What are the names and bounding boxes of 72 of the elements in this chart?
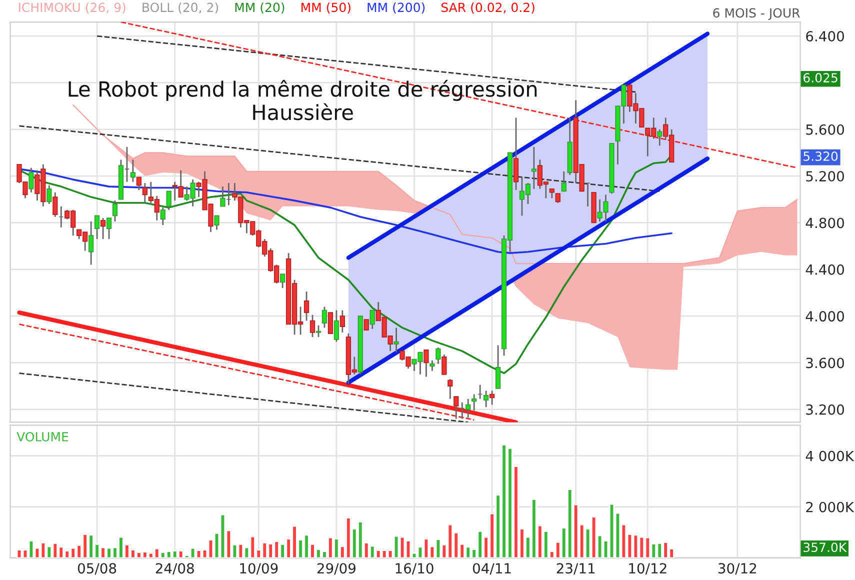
candlestick xyxy=(52,192,58,218)
candlestick xyxy=(370,310,375,330)
x-tick-label: 04/11 xyxy=(472,563,511,575)
candlestick xyxy=(394,327,399,353)
y-tick-label: 5.200 xyxy=(806,171,844,182)
text: 357.0K xyxy=(804,542,847,552)
candlestick xyxy=(549,188,554,199)
candlestick xyxy=(28,167,34,194)
candlestick xyxy=(513,117,519,191)
y-tick-label: 6.400 xyxy=(806,31,844,42)
candlestick xyxy=(424,349,429,378)
x-tick-label: 23/11 xyxy=(556,563,595,575)
candlestick xyxy=(555,192,560,204)
legend-label: MM (50) xyxy=(302,2,350,14)
candlestick xyxy=(160,206,166,226)
text: MM (200) xyxy=(368,2,425,14)
candlestick xyxy=(657,128,662,146)
y-tick-label: 4.800 xyxy=(806,218,844,228)
candlestick xyxy=(531,146,537,190)
legend-label: BOLL (20, 2) xyxy=(142,2,218,14)
candlestick xyxy=(88,220,94,266)
y-tick-label: 3.200 xyxy=(806,404,844,415)
x-tick-label: 29/09 xyxy=(317,563,356,575)
candlestick xyxy=(495,344,501,390)
text: MM (20) xyxy=(235,2,284,14)
candlestick xyxy=(340,310,345,334)
x-tick-label: 10/12 xyxy=(629,563,666,575)
y-tick-label: 3.600 xyxy=(806,358,844,368)
candlestick xyxy=(489,390,495,406)
candlestick xyxy=(316,324,322,338)
candlestick xyxy=(280,273,286,289)
y-tick-label: 4 000K xyxy=(806,450,854,462)
candlestick xyxy=(130,159,136,183)
candlestick xyxy=(142,182,148,204)
candlestick xyxy=(100,217,106,240)
candlestick xyxy=(442,354,447,376)
x-tick-label: 30/12 xyxy=(718,563,756,575)
x-tick-label: 10/09 xyxy=(240,563,278,575)
y-tick-label: 4.000 xyxy=(806,311,844,322)
chart-subtitle: 6 MOIS - JOUR xyxy=(713,8,800,20)
x-tick-label: 24/08 xyxy=(156,563,194,575)
legend-label: SAR (0.02, 0.2) xyxy=(441,2,534,14)
text: 5.320 xyxy=(804,151,838,161)
candlestick xyxy=(448,378,453,400)
candlestick xyxy=(166,190,172,211)
candlestick xyxy=(454,396,459,420)
candlestick xyxy=(472,394,477,412)
text: 6.025 xyxy=(804,73,838,82)
candlestick xyxy=(364,319,369,330)
y-tick-label: 2 000K xyxy=(806,502,854,512)
text: ICHIMOKU (26, 9) xyxy=(18,2,126,14)
x-tick-label: 05/08 xyxy=(78,563,116,575)
candlestick xyxy=(328,312,334,334)
candlestick xyxy=(112,200,118,222)
candlestick xyxy=(106,217,112,240)
candlestick xyxy=(94,215,100,240)
annotation: Le Robot prend la même droite de régression Haussière xyxy=(68,80,537,120)
y-tick-label: 4.400 xyxy=(806,264,844,275)
y-tick-label: 5.600 xyxy=(806,124,844,135)
x-tick-label: 16/10 xyxy=(396,563,434,575)
candlestick xyxy=(310,314,316,338)
candlestick xyxy=(46,184,52,205)
candlestick xyxy=(136,176,142,191)
candlestick xyxy=(430,360,435,372)
candlestick xyxy=(214,215,220,230)
candlestick xyxy=(334,310,340,342)
candlestick xyxy=(483,390,489,408)
chart-title: VOLUME xyxy=(16,432,68,442)
candlestick xyxy=(304,290,310,322)
candlestick xyxy=(436,346,441,365)
candlestick xyxy=(561,170,566,192)
candlestick xyxy=(322,306,328,328)
